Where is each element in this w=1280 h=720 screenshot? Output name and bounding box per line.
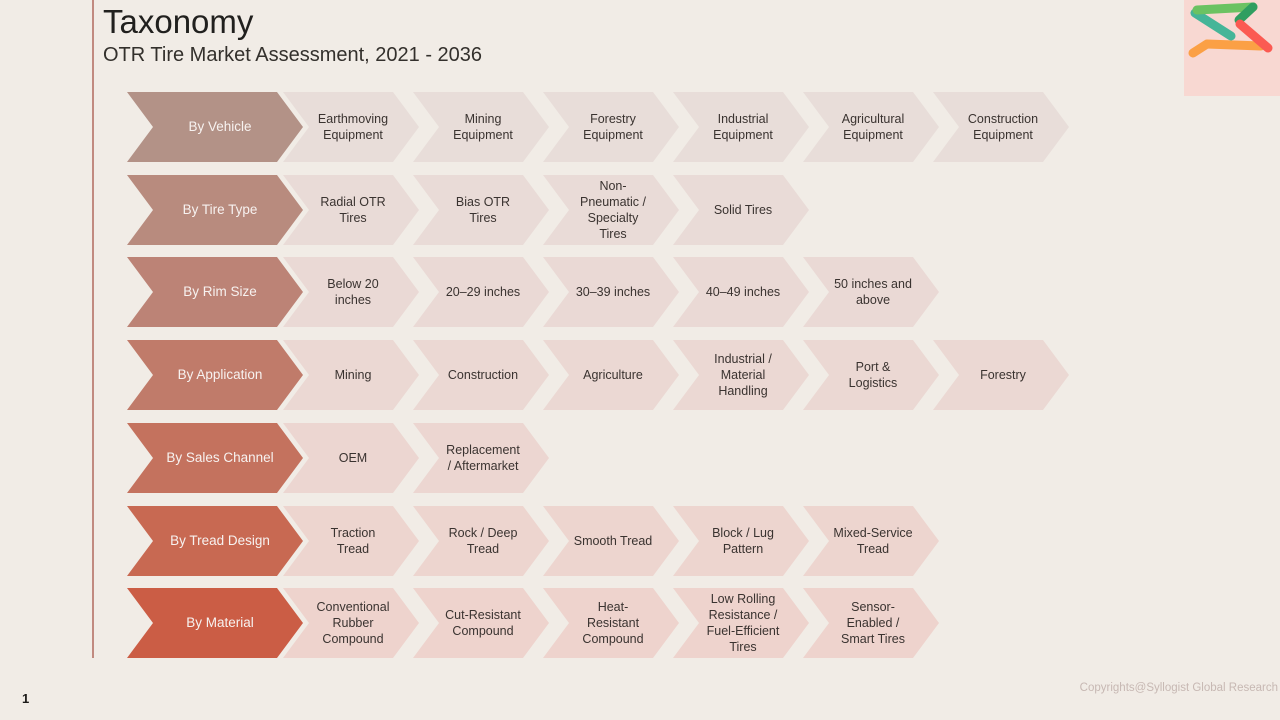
- row-item-chevron: Industrial Equipment: [673, 92, 809, 162]
- row-item-text: 30–39 inches: [575, 285, 651, 299]
- taxonomy-row: By Application Mining Construction Agricult…: [127, 340, 1227, 410]
- row-item-chevron: Agriculture: [543, 340, 679, 410]
- row-item-text: Cut-Resistant Compound: [445, 608, 521, 638]
- row-item-chevron: Traction Tread: [283, 506, 419, 576]
- row-label-text: By Tread Design: [170, 532, 270, 548]
- row-item-text: Conventional Rubber Compound: [316, 600, 390, 646]
- row-item-chevron: Mining Equipment: [413, 92, 549, 162]
- row-label-text: By Sales Channel: [166, 449, 274, 465]
- row-item-chevron: Port & Logistics: [803, 340, 939, 410]
- row-item-text: Forestry Equipment: [583, 112, 643, 142]
- row-item-chevron: Heat-Resistant Compound: [543, 588, 679, 658]
- row-item-chevron: Earthmoving Equipment: [283, 92, 419, 162]
- row-item-text: 50 inches and above: [834, 277, 912, 307]
- row-item-text: Smooth Tread: [573, 534, 653, 548]
- row-label-chevron: By Sales Channel: [127, 423, 303, 493]
- taxonomy-row: By Tire Type Radial OTR Tires Bias OTR Tir…: [127, 175, 1227, 245]
- row-item-chevron: Mining: [283, 340, 419, 410]
- taxonomy-row: By Sales Channel OEM Replacement / Afterma…: [127, 423, 1227, 493]
- row-item-chevron: Conventional Rubber Compound: [283, 588, 419, 658]
- row-item-text: OEM: [338, 451, 368, 465]
- row-label-chevron: By Vehicle: [127, 92, 303, 162]
- row-item-text: Industrial / Material Handling: [714, 352, 772, 398]
- taxonomy-row: By Tread Design Traction Tread Rock / Deep…: [127, 506, 1227, 576]
- row-item-chevron: Smooth Tread: [543, 506, 679, 576]
- row-item-chevron: Solid Tires: [673, 175, 809, 245]
- row-label-chevron: By Material: [127, 588, 303, 658]
- row-item-chevron: 40–49 inches: [673, 257, 809, 327]
- row-label-chevron: By Application: [127, 340, 303, 410]
- row-item-text: Non-Pneumatic / Specialty Tires: [579, 179, 646, 241]
- row-item-chevron: Rock / Deep Tread: [413, 506, 549, 576]
- row-item-chevron: Radial OTR Tires: [283, 175, 419, 245]
- row-item-text: Port & Logistics: [848, 360, 898, 390]
- row-item-text: Construction: [447, 368, 519, 382]
- row-item-text: Sensor-Enabled / Smart Tires: [841, 600, 905, 646]
- row-item-text: Agricultural Equipment: [841, 112, 905, 142]
- row-item-chevron: Forestry Equipment: [543, 92, 679, 162]
- row-item-chevron: Industrial / Material Handling: [673, 340, 809, 410]
- row-item-chevron: Cut-Resistant Compound: [413, 588, 549, 658]
- row-item-text: Agriculture: [583, 368, 643, 382]
- row-item-chevron: Mixed-Service Tread: [803, 506, 939, 576]
- row-label-text: By Vehicle: [188, 118, 252, 134]
- row-label-text: By Application: [177, 366, 263, 382]
- row-item-text: Radial OTR Tires: [320, 195, 386, 225]
- row-item-chevron: Sensor-Enabled / Smart Tires: [803, 588, 939, 658]
- row-item-text: Mining: [334, 368, 372, 382]
- row-item-chevron: Block / Lug Pattern: [673, 506, 809, 576]
- row-item-text: Rock / Deep Tread: [448, 526, 518, 556]
- row-item-chevron: Low Rolling Resistance / Fuel-Efficient …: [673, 588, 809, 658]
- taxonomy-row: By Material Conventional Rubber Compound C…: [127, 588, 1227, 658]
- row-item-text: Replacement / Aftermarket: [446, 443, 520, 473]
- row-item-text: Forestry: [980, 368, 1026, 382]
- row-item-chevron: 20–29 inches: [413, 257, 549, 327]
- row-item-text: Mining Equipment: [453, 112, 513, 142]
- row-label-chevron: By Rim Size: [127, 257, 303, 327]
- row-item-chevron: Construction: [413, 340, 549, 410]
- row-item-chevron: 30–39 inches: [543, 257, 679, 327]
- page-number: 1: [22, 691, 30, 706]
- row-item-chevron: Non-Pneumatic / Specialty Tires: [543, 175, 679, 245]
- row-label-text: By Material: [186, 614, 254, 630]
- row-item-chevron: OEM: [283, 423, 419, 493]
- page-title: Taxonomy: [103, 3, 254, 40]
- row-item-chevron: Forestry: [933, 340, 1069, 410]
- row-item-text: Earthmoving Equipment: [317, 112, 389, 142]
- logo-panel: [1184, 0, 1280, 96]
- row-item-text: Mixed-Service Tread: [833, 526, 913, 556]
- header: Taxonomy OTR Tire Market Assessment, 202…: [103, 2, 482, 67]
- row-item-text: Block / Lug Pattern: [712, 526, 774, 556]
- taxonomy-row: By Vehicle Earthmoving Equipment Mining Eq…: [127, 92, 1227, 162]
- accent-vertical-line: [92, 0, 94, 658]
- row-item-chevron: Below 20 inches: [283, 257, 419, 327]
- row-item-chevron: 50 inches and above: [803, 257, 939, 327]
- row-item-text: 40–49 inches: [705, 285, 781, 299]
- row-item-text: Industrial Equipment: [713, 112, 773, 142]
- page-subtitle: OTR Tire Market Assessment, 2021 - 2036: [103, 43, 483, 66]
- row-label-chevron: By Tread Design: [127, 506, 303, 576]
- row-label-chevron: By Tire Type: [127, 175, 303, 245]
- taxonomy-row: By Rim Size Below 20 inches 20–29 inches 30…: [127, 257, 1227, 327]
- row-label-text: By Rim Size: [183, 283, 257, 299]
- company-logo-icon: [1184, 2, 1280, 74]
- row-item-text: Construction Equipment: [967, 112, 1039, 142]
- row-label-text: By Tire Type: [182, 201, 258, 217]
- row-item-text: 20–29 inches: [445, 285, 521, 299]
- row-item-text: Below 20 inches: [327, 277, 379, 307]
- row-item-chevron: Replacement / Aftermarket: [413, 423, 549, 493]
- row-item-text: Bias OTR Tires: [455, 195, 511, 225]
- row-item-text: Traction Tread: [330, 526, 376, 556]
- row-item-chevron: Agricultural Equipment: [803, 92, 939, 162]
- row-item-chevron: Construction Equipment: [933, 92, 1069, 162]
- row-item-text: Solid Tires: [713, 203, 773, 217]
- row-item-text: Low Rolling Resistance / Fuel-Efficient …: [706, 592, 780, 654]
- footer-copyright: Copyrights@Syllogist Global Research: [1079, 682, 1278, 694]
- row-item-chevron: Bias OTR Tires: [413, 175, 549, 245]
- row-item-text: Heat-Resistant Compound: [582, 600, 644, 646]
